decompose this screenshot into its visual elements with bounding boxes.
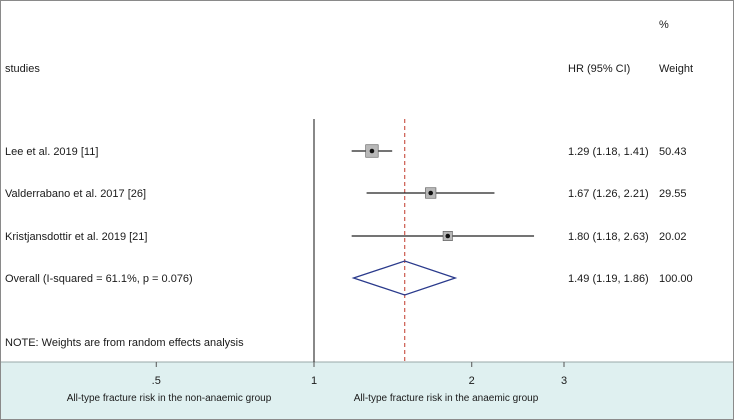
weight-percent-header: % xyxy=(659,19,669,31)
overall-label: Overall (I-squared = 61.1%, p = 0.076) xyxy=(5,273,193,285)
study-ci: 1.80 (1.18, 2.63) xyxy=(568,231,649,243)
study-label: Valderrabano et al. 2017 [26] xyxy=(5,188,146,200)
overall-diamond xyxy=(351,260,458,296)
overall-ci: 1.49 (1.19, 1.86) xyxy=(568,273,649,285)
study-weight: 29.55 xyxy=(659,188,687,200)
studies-header: studies xyxy=(5,63,40,75)
study-ci: 1.29 (1.18, 1.41) xyxy=(568,146,649,158)
weight-header: Weight xyxy=(659,63,693,75)
study-label: Lee et al. 2019 [11] xyxy=(5,146,98,158)
overall-weight: 100.00 xyxy=(659,273,693,285)
x-label-right: All-type fracture risk in the anaemic gr… xyxy=(354,393,539,404)
point-estimate xyxy=(369,148,375,154)
effect-header: HR (95% CI) xyxy=(568,63,630,75)
x-tick-label: 3 xyxy=(561,375,567,387)
x-tick-label: 2 xyxy=(469,375,475,387)
point-estimate xyxy=(445,233,451,239)
study-weight: 50.43 xyxy=(659,146,687,158)
study-ci: 1.67 (1.26, 2.21) xyxy=(568,188,649,200)
x-label-left: All-type fracture risk in the non-anaemi… xyxy=(67,393,272,404)
footnote: NOTE: Weights are from random effects an… xyxy=(5,337,244,349)
x-tick-label: .5 xyxy=(152,375,161,387)
x-axis-band xyxy=(1,362,733,419)
x-tick-label: 1 xyxy=(311,375,317,387)
study-weight: 20.02 xyxy=(659,231,687,243)
point-estimate xyxy=(428,190,433,196)
study-label: Kristjansdottir et al. 2019 [21] xyxy=(5,231,147,243)
